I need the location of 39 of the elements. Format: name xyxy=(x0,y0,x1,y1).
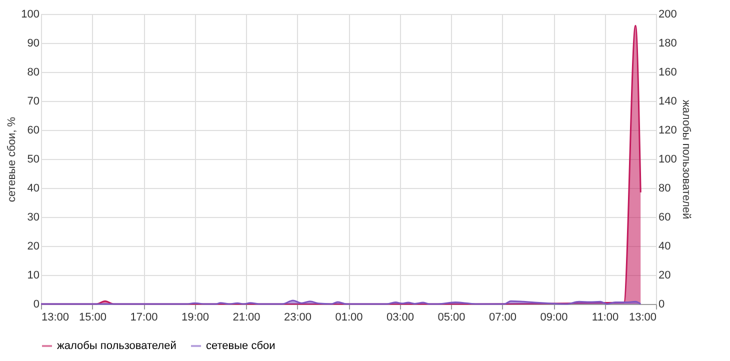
x-tick-label: 15:00 xyxy=(78,312,107,324)
y2-tick-label: 40 xyxy=(658,240,671,252)
x-tick-label: 21:00 xyxy=(232,312,260,324)
y2-tick-label: 20 xyxy=(658,270,671,282)
legend-label: жалобы пользователей xyxy=(57,340,176,352)
y2-tick-label: 100 xyxy=(658,154,677,166)
x-tick-label: 05:00 xyxy=(438,312,466,324)
y-tick-label: 90 xyxy=(27,38,40,50)
y-tick-label: 40 xyxy=(27,182,40,194)
y-tick-label: 0 xyxy=(33,298,40,310)
x-tick-label: 01:00 xyxy=(335,312,363,324)
x-tick-label: 13:00 xyxy=(42,312,70,324)
x-tick-label: 03:00 xyxy=(386,312,414,324)
y2-tick-label: 80 xyxy=(658,182,671,194)
x-tick-label: 11:00 xyxy=(592,312,619,324)
y-tick-label: 100 xyxy=(21,8,40,20)
y2-tick-label: 140 xyxy=(658,96,677,108)
y-tick-label: 70 xyxy=(27,96,40,108)
x-tick-label: 19:00 xyxy=(181,312,210,324)
y-tick-label: 30 xyxy=(27,212,40,224)
y2-axis-title: жалобы пользователей xyxy=(680,100,692,220)
x-tick-label: 07:00 xyxy=(488,312,517,324)
x-tick-label: 23:00 xyxy=(284,312,312,324)
y2-tick-label: 180 xyxy=(658,38,677,50)
y2-tick-label: 0 xyxy=(658,298,665,310)
y2-tick-label: 60 xyxy=(658,212,671,224)
y-tick-label: 80 xyxy=(27,66,40,78)
y-axis-title: сетевые сбои, % xyxy=(6,116,18,202)
y2-tick-label: 120 xyxy=(658,124,677,136)
x-tick-label: 09:00 xyxy=(540,312,568,324)
y2-tick-label: 200 xyxy=(658,8,677,20)
y2-tick-label: 160 xyxy=(658,66,677,78)
x-tick-label: 17:00 xyxy=(130,312,158,324)
legend-label: сетевые сбои xyxy=(206,340,276,352)
x-tick-label: 13:00 xyxy=(628,312,656,324)
y-tick-label: 50 xyxy=(27,154,40,166)
y-tick-label: 10 xyxy=(27,270,40,282)
y-tick-label: 60 xyxy=(27,124,40,136)
y-tick-label: 20 xyxy=(27,240,40,252)
